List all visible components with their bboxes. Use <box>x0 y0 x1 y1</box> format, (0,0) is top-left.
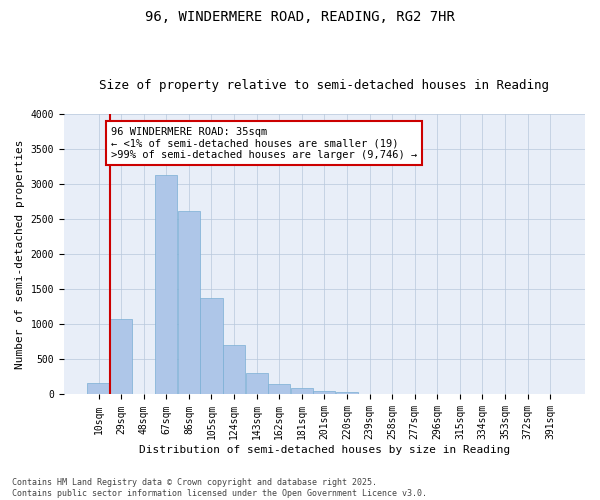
Bar <box>291 388 313 394</box>
Bar <box>178 211 200 394</box>
Title: Size of property relative to semi-detached houses in Reading: Size of property relative to semi-detach… <box>100 79 550 92</box>
Bar <box>245 372 268 394</box>
Bar <box>268 384 290 394</box>
Bar <box>110 320 132 394</box>
X-axis label: Distribution of semi-detached houses by size in Reading: Distribution of semi-detached houses by … <box>139 445 510 455</box>
Bar <box>336 392 358 394</box>
Bar <box>223 344 245 395</box>
Text: 96 WINDERMERE ROAD: 35sqm
← <1% of semi-detached houses are smaller (19)
>99% of: 96 WINDERMERE ROAD: 35sqm ← <1% of semi-… <box>111 126 417 160</box>
Bar <box>200 298 223 394</box>
Bar <box>313 390 335 394</box>
Y-axis label: Number of semi-detached properties: Number of semi-detached properties <box>15 140 25 369</box>
Text: 96, WINDERMERE ROAD, READING, RG2 7HR: 96, WINDERMERE ROAD, READING, RG2 7HR <box>145 10 455 24</box>
Text: Contains HM Land Registry data © Crown copyright and database right 2025.
Contai: Contains HM Land Registry data © Crown c… <box>12 478 427 498</box>
Bar <box>155 175 178 394</box>
Bar <box>88 382 110 394</box>
